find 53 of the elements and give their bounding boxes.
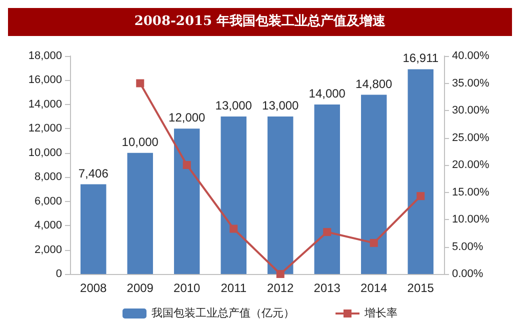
data-label: 12,000	[168, 110, 206, 125]
y2-tick-label: 30.00%	[452, 104, 490, 116]
y-tick-label: 0	[56, 268, 62, 280]
point	[276, 270, 284, 278]
x-tick-label: 2012	[267, 281, 294, 295]
data-label: 13,000	[215, 98, 252, 113]
y-tick-label: 16,000	[28, 74, 62, 86]
bar	[80, 184, 106, 274]
data-label: 10,000	[122, 134, 159, 149]
y-tick-label: 18,000	[28, 50, 62, 62]
x-tick-label: 2008	[80, 281, 108, 295]
y-tick-label: 14,000	[28, 98, 62, 110]
point	[416, 192, 425, 200]
y2-tick-label: 15.00%	[452, 186, 490, 198]
x-tick-label: 2014	[360, 281, 388, 295]
data-label: 16,911	[402, 51, 439, 66]
bar	[174, 128, 200, 274]
point	[323, 228, 332, 236]
data-label: 14,800	[356, 76, 393, 91]
x-tick-label: 2011	[220, 281, 247, 295]
point	[230, 224, 238, 233]
bar	[127, 152, 153, 274]
x-tick-label: 2010	[174, 281, 201, 295]
x-tick-label: 2015	[407, 281, 434, 295]
y2-tick-label: 10.00%	[452, 214, 490, 226]
y2-tick-label: 40.00%	[452, 50, 490, 62]
data-label: 7,406	[78, 166, 109, 180]
y2-tick-label: 20.00%	[452, 159, 490, 171]
bar	[220, 116, 246, 274]
y2-tick-label: 35.00%	[452, 77, 490, 90]
y2-tick-label: 5.00%	[452, 240, 484, 253]
x-tick-label: 2013	[314, 281, 341, 295]
y-tick-label: 10,000	[28, 146, 62, 159]
point	[136, 79, 144, 88]
point	[182, 161, 191, 169]
y-tick-label: 4,000	[34, 220, 62, 232]
chart-title: 2008-2015 年我国包装工业总产值及增速	[8, 8, 512, 36]
bar	[314, 104, 340, 274]
y2-tick-label: 25.00%	[452, 132, 490, 144]
bar	[408, 69, 434, 274]
y-tick-label: 6,000	[34, 195, 62, 208]
point	[370, 238, 378, 247]
legend-label: 增长率	[364, 306, 398, 320]
y2-tick-label: 0.00%	[452, 268, 484, 280]
y-tick-label: 8,000	[34, 171, 62, 184]
y-tick-label: 12,000	[28, 122, 62, 135]
data-label: 13,000	[262, 98, 300, 113]
x-tick-label: 2009	[126, 281, 154, 295]
legend-label: 我国包装工业总产值（亿元）	[152, 306, 294, 320]
data-label: 14,000	[308, 86, 346, 100]
y-tick-label: 2,000	[34, 244, 62, 256]
bar	[268, 116, 294, 274]
bar	[361, 94, 387, 274]
